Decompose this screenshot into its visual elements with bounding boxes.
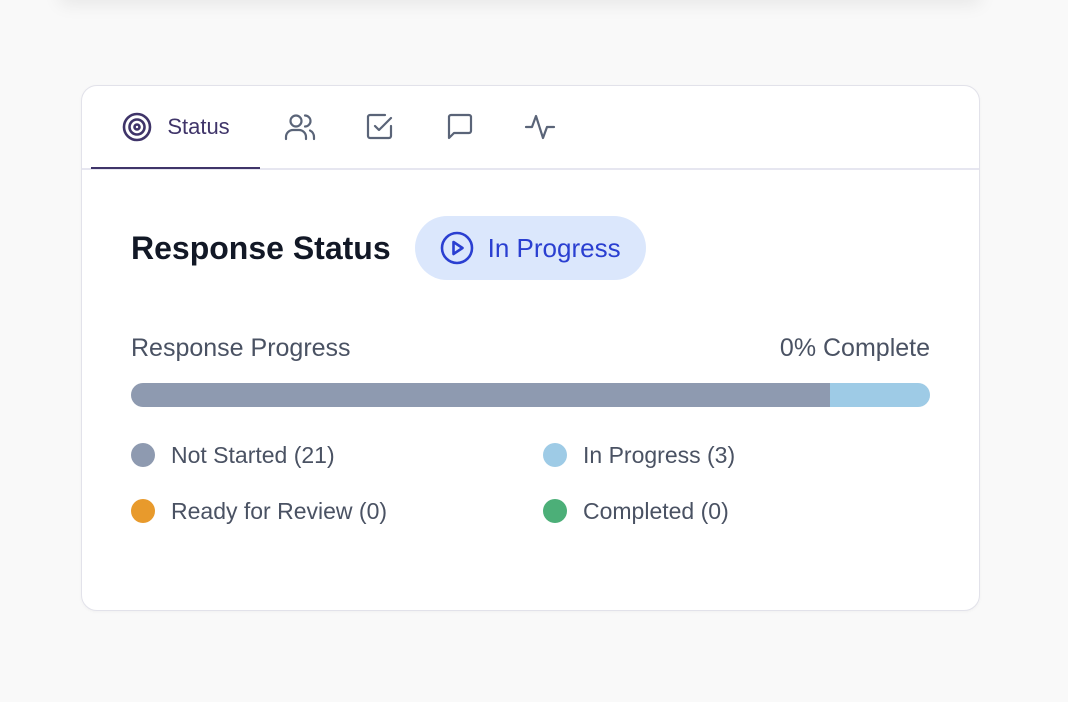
users-icon [284,114,316,141]
tab-status[interactable]: Status [91,87,260,169]
legend-label: In Progress (3) [583,441,736,468]
tab-status-label: Status [167,114,230,139]
legend-label: Not Started (21) [171,441,335,468]
legend-dot [131,443,155,467]
legend-item: Not Started (21) [131,442,543,468]
activity-icon [524,114,556,140]
status-card: Status Response Status In Progress Respo… [81,85,980,611]
legend-item: In Progress (3) [543,442,930,468]
tab-bar: Status [82,86,979,170]
page-title: Response Status [131,229,391,266]
progress-bar [131,383,930,407]
legend-dot [543,499,567,523]
checkbox-icon [366,113,393,140]
legend-label: Ready for Review (0) [171,497,388,524]
legend: Not Started (21) In Progress (3) Ready for… [131,442,930,524]
progress-percent: 0% Complete [779,334,930,362]
progress-segment [830,383,930,407]
legend-item: Completed (0) [543,498,930,524]
message-icon [447,113,473,140]
progress-segment [131,383,831,407]
legend-dot [543,443,567,467]
legend-label: Completed (0) [583,497,729,524]
tab-activity[interactable] [500,86,580,168]
legend-item: Ready for Review (0) [131,498,543,524]
status-badge: In Progress [414,216,646,280]
tab-comments[interactable] [420,86,500,168]
status-badge-label: In Progress [487,232,621,263]
tab-tasks[interactable] [340,86,420,168]
target-icon [123,112,152,142]
tab-users[interactable] [260,86,340,168]
progress-label: Response Progress [131,334,351,362]
play-circle-icon [440,231,473,265]
legend-dot [131,499,155,523]
